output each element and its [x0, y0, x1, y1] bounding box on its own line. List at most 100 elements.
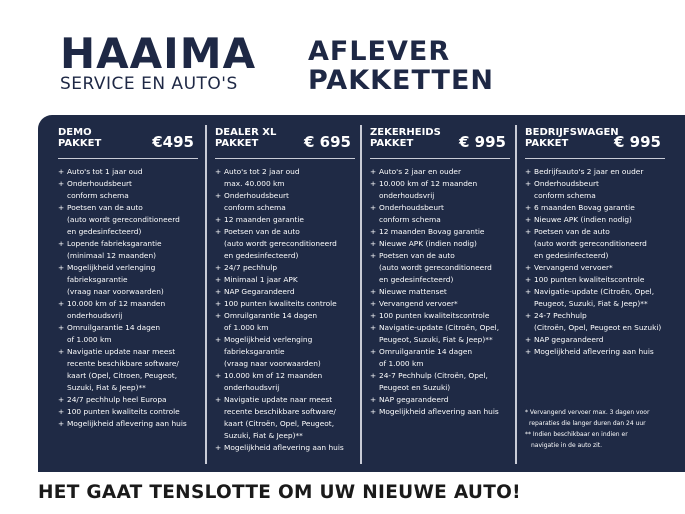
- list-item-line: Auto's tot 1 jaar oud: [67, 167, 143, 176]
- list-item-line: Nieuwe APK (indien nodig): [534, 215, 632, 224]
- list-item-line: Suzuki, Fiat & Jeep)**: [67, 383, 146, 392]
- plus-icon: +: [370, 347, 377, 356]
- plus-icon: +: [58, 419, 65, 428]
- plus-icon: +: [58, 323, 65, 332]
- list-item-line: 6 maanden Bovag garantie: [534, 203, 635, 212]
- package-column: DEMO PAKKET €495 + Auto's tot 1 jaar oud +…: [58, 127, 206, 430]
- list-item: +24-7 Pechhulp (Citroën, Opel, Peugeot en…: [370, 370, 518, 394]
- list-item-line: NAP gegarandeerd: [379, 395, 449, 404]
- list-item-line: kaart (Citroën, Opel, Peugeot,: [224, 419, 335, 428]
- list-item: +10.000 km of 12 maanden onderhoudsvrij: [215, 370, 363, 394]
- plus-icon: +: [215, 395, 222, 404]
- plus-icon: +: [58, 203, 65, 212]
- list-item-line: recente beschikbare software/: [224, 407, 336, 416]
- footnote: ** Indien beschikbaar en indien er: [525, 431, 628, 438]
- list-item: +10.000 km of 12 maanden onderhoudsvrij: [58, 298, 206, 322]
- list-item-line: onderhoudsvrij: [379, 191, 435, 200]
- list-item-line: kaart (Opel, Citroen, Peugeot,: [67, 371, 178, 380]
- list-item-line: Onderhoudsbeurt: [67, 179, 132, 188]
- plus-icon: +: [215, 299, 222, 308]
- list-item: + Navigatie update naar meest recente besc…: [215, 394, 363, 442]
- package-name: ZEKERHEIDS: [370, 127, 441, 138]
- list-item: + NAP gegarandeerd: [525, 334, 673, 346]
- list-item-line: 12 maanden garantie: [224, 215, 304, 224]
- list-item-line: recente beschikbare software/: [67, 359, 179, 368]
- plus-icon: +: [525, 263, 532, 272]
- package-name: PAKKET: [58, 138, 102, 149]
- list-item-line: Mogelijkheid aflevering aan huis: [224, 443, 344, 452]
- list-item-line: Peugeot en Suzuki): [379, 383, 451, 392]
- list-item-line: Poetsen van de auto: [67, 203, 143, 212]
- list-item: +12 maanden garantie: [215, 214, 363, 226]
- plus-icon: +: [58, 299, 65, 308]
- plus-icon: +: [215, 335, 222, 344]
- plus-icon: +: [215, 167, 222, 176]
- plus-icon: +: [58, 167, 65, 176]
- list-item: +12 maanden Bovag garantie: [370, 226, 518, 238]
- plus-icon: +: [370, 227, 377, 236]
- list-item: +24-7 Pechhulp (Citroën, Opel, Peugeot en…: [525, 310, 673, 334]
- plus-icon: +: [58, 395, 65, 404]
- list-item-line: 100 punten kwaliteitscontrole: [534, 275, 645, 284]
- plus-icon: +: [370, 251, 377, 260]
- list-item-line: (auto wordt gereconditioneerd: [379, 263, 492, 272]
- footnote: navigatie in de auto zit.: [531, 442, 603, 449]
- list-item-line: onderhoudsvrij: [224, 383, 280, 392]
- footnote: reparaties die langer duren dan 24 uur: [529, 420, 646, 427]
- list-item: + Navigatie update naar meest recente besc…: [58, 346, 206, 394]
- plus-icon: +: [370, 167, 377, 176]
- list-item-line: Mogelijkheid verlenging: [224, 335, 313, 344]
- list-item: +100 punten kwaliteits controle: [215, 298, 363, 310]
- package-price: €495: [152, 133, 194, 151]
- package-header: DEMO PAKKET €495: [58, 127, 206, 153]
- list-item-line: 100 punten kwaliteitscontrole: [379, 311, 490, 320]
- plus-icon: +: [370, 179, 377, 188]
- list-item: + Nieuwe APK (indien nodig): [370, 238, 518, 250]
- brand-name: HAAIMA: [60, 29, 257, 78]
- list-item-line: en gedesinfecteerd): [224, 251, 299, 260]
- list-item: + Omruilgarantie 14 dagen of 1.000 km: [215, 310, 363, 334]
- list-item: + Nieuwe APK (indien nodig): [525, 214, 673, 226]
- list-item-line: Vervangend vervoer*: [534, 263, 613, 272]
- page-title: AFLEVER PAKKETTEN: [308, 37, 494, 95]
- divider: [360, 125, 362, 464]
- list-item-line: Onderhoudsbeurt: [534, 179, 599, 188]
- list-item-line: 12 maanden Bovag garantie: [379, 227, 485, 236]
- plus-icon: +: [525, 347, 532, 356]
- plus-icon: +: [370, 311, 377, 320]
- plus-icon: +: [370, 299, 377, 308]
- list-item-line: (vraag naar voorwaarden): [224, 359, 321, 368]
- list-item-line: Poetsen van de auto: [534, 227, 610, 236]
- plus-icon: +: [525, 335, 532, 344]
- list-item-line: of 1.000 km: [67, 335, 112, 344]
- plus-icon: +: [370, 287, 377, 296]
- list-item: + Bedrijfsauto's 2 jaar en ouder: [525, 166, 673, 178]
- list-item-line: Auto's tot 2 jaar oud: [224, 167, 300, 176]
- list-item: + Mogelijkheid aflevering aan huis: [370, 406, 518, 418]
- list-item: +24/7 pechhulp: [215, 262, 363, 274]
- list-item: + Onderhoudsbeurt conform schema: [525, 178, 673, 202]
- plus-icon: +: [525, 203, 532, 212]
- plus-icon: +: [525, 215, 532, 224]
- title-line: AFLEVER: [308, 36, 451, 67]
- list-item-line: conform schema: [224, 203, 286, 212]
- plus-icon: +: [215, 191, 222, 200]
- list-item-line: 24-7 Pechhulp: [534, 311, 587, 320]
- divider: [515, 125, 517, 464]
- list-item: +24/7 pechhulp heel Europa: [58, 394, 206, 406]
- feature-list: + Auto's 2 jaar en ouder +10.000 km of 12 …: [370, 166, 518, 418]
- package-column: ZEKERHEIDS PAKKET € 995 + Auto's 2 jaar e…: [370, 127, 518, 418]
- package-name: PAKKET: [525, 138, 569, 149]
- plus-icon: +: [525, 227, 532, 236]
- package-price: € 695: [304, 133, 351, 151]
- list-item: + NAP gegarandeerd: [370, 394, 518, 406]
- package-name: PAKKET: [370, 138, 414, 149]
- list-item: + Poetsen van de auto (auto wordt gerecond…: [525, 226, 673, 262]
- list-item-line: max. 40.000 km: [224, 179, 285, 188]
- list-item: + Vervangend vervoer*: [525, 262, 673, 274]
- package-name: BEDRIJFSWAGEN: [525, 127, 619, 138]
- plus-icon: +: [58, 263, 65, 272]
- list-item: + Mogelijkheid verlenging fabrieksgarantie…: [58, 262, 206, 298]
- list-item-line: Suzuki, Fiat & Jeep)**: [224, 431, 303, 440]
- list-item-line: 10.000 km of 12 maanden: [67, 299, 166, 308]
